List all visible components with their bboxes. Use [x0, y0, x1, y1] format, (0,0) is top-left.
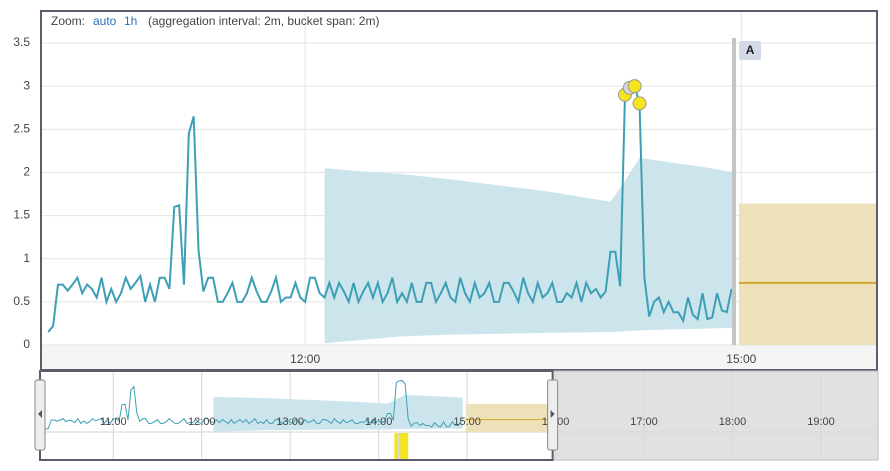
swimlane-anomaly [397, 433, 403, 460]
brush-handle-arrow [550, 410, 555, 418]
anomaly-marker [627, 79, 642, 94]
model-bounds [324, 157, 735, 344]
context-tick-label: 12:00 [188, 416, 216, 428]
context-chart: 11:0012:0013:0014:0015:0016:0017:0018:00… [34, 370, 879, 461]
y-tick-label: 1.5 [13, 208, 30, 222]
y-tick-label: 3.5 [13, 35, 30, 49]
context-mask [552, 370, 879, 461]
y-tick-label: 2 [23, 165, 30, 179]
context-tick-label: 18:00 [719, 416, 747, 428]
zoom-option[interactable]: auto [93, 14, 117, 28]
y-tick-label: 1 [23, 251, 30, 265]
context-tick-label: 13:00 [276, 416, 304, 428]
zoom-label: Zoom: [51, 14, 85, 28]
swimlane-anomaly [403, 433, 409, 460]
y-tick-label: 2.5 [13, 121, 30, 135]
forecast-bounds [465, 403, 550, 432]
x-axis-strip [41, 345, 877, 370]
context-tick-label: 14:00 [365, 416, 393, 428]
x-tick-label: 12:00 [290, 352, 320, 366]
swimlane-anomaly [400, 433, 406, 460]
y-tick-label: 0.5 [13, 294, 30, 308]
metric-line [45, 380, 462, 430]
annotation-label: A [746, 43, 755, 57]
swimlane-anomaly [394, 433, 400, 460]
annotation-badge [739, 41, 762, 60]
context-tick-label: 19:00 [807, 416, 835, 428]
brush-handle-arrow [38, 410, 42, 418]
zoom-note: (aggregation interval: 2m, bucket span: … [148, 14, 379, 28]
context-tick-label: 15:00 [453, 416, 481, 428]
model-bounds [213, 394, 463, 432]
y-tick-label: 0 [23, 337, 30, 351]
main-plot: A [41, 11, 877, 346]
context-tick-label: 11:00 [100, 416, 127, 428]
metric-line [47, 84, 733, 333]
anomaly-marker [632, 96, 647, 111]
forecast-bounds [738, 203, 877, 345]
context-tick-label: 17:00 [630, 416, 658, 428]
y-tick-label: 3 [23, 78, 30, 92]
x-tick-label: 15:00 [726, 352, 756, 366]
zoom-option[interactable]: 1h [124, 14, 137, 28]
